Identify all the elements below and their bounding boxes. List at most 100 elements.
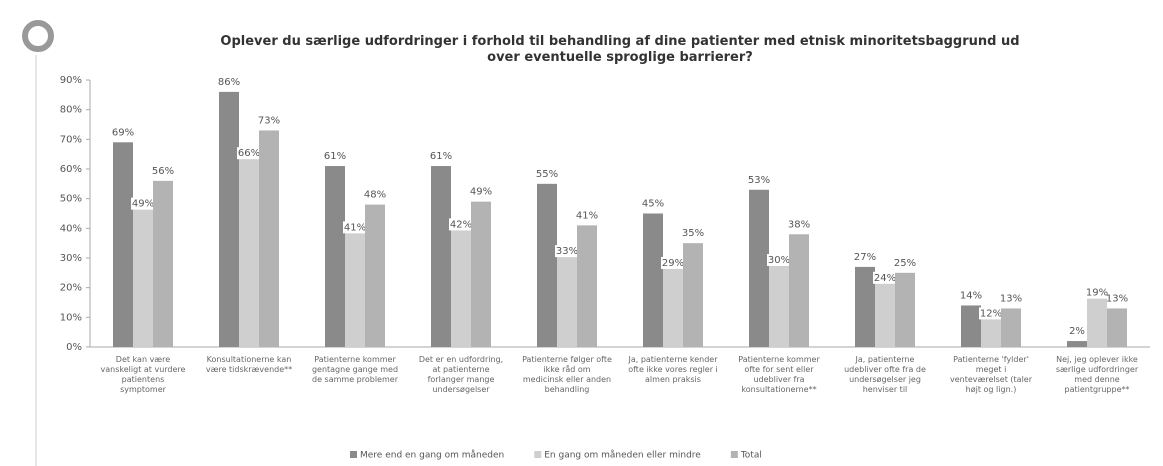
- y-tick-label: 80%: [60, 105, 82, 116]
- legend-label: Total: [740, 451, 762, 461]
- bar: [1067, 341, 1087, 347]
- value-label: 27%: [854, 252, 876, 263]
- bar: [961, 305, 981, 347]
- x-tick-label: Det kan være vanskeligt at vurdere patie…: [100, 355, 186, 394]
- label-bg: [449, 218, 473, 231]
- bar: [875, 275, 895, 347]
- bar: [259, 130, 279, 347]
- value-label: 33%: [556, 246, 578, 257]
- y-tick-label: 60%: [60, 164, 82, 175]
- label-bg: [873, 271, 897, 284]
- y-tick-label: 40%: [60, 223, 82, 234]
- value-label: 13%: [1106, 293, 1128, 304]
- value-label: 29%: [662, 258, 684, 269]
- value-label: 13%: [1000, 293, 1022, 304]
- value-label: 55%: [536, 169, 558, 180]
- x-tick-label: Konsultationerne kan være tidskrævende**: [205, 355, 293, 374]
- bar: [683, 243, 703, 347]
- legend-label: En gang om måneden eller mindre: [544, 450, 701, 461]
- legend-swatch: [534, 451, 542, 458]
- value-label: 25%: [894, 258, 916, 269]
- x-tick-label: Ja, patienterne kender ofte ikke vores r…: [628, 355, 718, 384]
- bar: [1087, 290, 1107, 347]
- logo: [22, 20, 54, 52]
- value-label: 53%: [748, 175, 770, 186]
- y-tick-label: 0%: [66, 342, 82, 353]
- value-label: 41%: [344, 222, 366, 233]
- value-label: 49%: [132, 199, 154, 210]
- chart-title: Oplever du særlige udfordringer i forhol…: [220, 34, 1020, 65]
- value-label: 30%: [768, 255, 790, 266]
- value-label: 49%: [470, 187, 492, 198]
- legend-swatch: [730, 451, 738, 458]
- value-label: 66%: [238, 148, 260, 159]
- bar: [451, 222, 471, 347]
- label-bg: [661, 256, 685, 269]
- bar: [981, 311, 1001, 347]
- value-label: 14%: [960, 290, 982, 301]
- value-label: 35%: [682, 228, 704, 239]
- bar: [1001, 308, 1021, 347]
- y-tick-label: 20%: [60, 283, 82, 294]
- value-label: 73%: [258, 115, 280, 126]
- label-bg: [131, 197, 155, 210]
- bar: [239, 151, 259, 347]
- bar: [153, 180, 173, 347]
- bar: [537, 183, 557, 347]
- label-bg: [767, 254, 791, 266]
- label-bg: [343, 221, 367, 234]
- bar: [643, 213, 663, 347]
- value-label: 48%: [364, 190, 386, 201]
- bar: [1107, 308, 1127, 347]
- bar: [895, 272, 915, 347]
- x-tick-label: Ja, patienterne udebliver ofte fra de un…: [844, 355, 926, 394]
- x-tick-label: Patienterne 'fylder' meget i venteværels…: [950, 355, 1032, 394]
- bar: [577, 225, 597, 347]
- value-label: 69%: [112, 127, 134, 138]
- bar: [345, 225, 365, 347]
- value-label: 2%: [1069, 326, 1085, 337]
- x-tick-label: Nej, jeg oplever ikke særlige udfordring…: [1055, 355, 1139, 394]
- value-label: 45%: [642, 199, 664, 210]
- bar: [789, 234, 809, 347]
- label-bg: [237, 147, 261, 160]
- bar: [855, 266, 875, 347]
- value-label: 19%: [1086, 288, 1108, 299]
- y-tick-label: 50%: [60, 194, 82, 205]
- y-tick-label: 70%: [60, 134, 82, 145]
- x-tick-label: Det er en udfordring, at patienterne for…: [418, 355, 504, 394]
- bar: [663, 260, 683, 347]
- bar: [471, 201, 491, 347]
- y-tick-label: 30%: [60, 253, 82, 264]
- value-label: 61%: [430, 151, 452, 162]
- bar: [365, 204, 385, 347]
- bar: [325, 166, 345, 347]
- bar: [219, 91, 239, 347]
- legend-swatch: [350, 451, 357, 458]
- bar: [769, 258, 789, 347]
- bar: [431, 166, 451, 347]
- value-label: 24%: [874, 273, 896, 284]
- value-label: 61%: [324, 151, 346, 162]
- x-tick-label: Patienterne kommer gentagne gange med de…: [311, 355, 399, 384]
- value-label: 41%: [576, 210, 598, 221]
- bar: [113, 142, 133, 347]
- y-tick-label: 90%: [60, 75, 82, 86]
- bar: [557, 249, 577, 347]
- bar: [749, 189, 769, 347]
- label-bg: [1085, 286, 1109, 299]
- value-label: 56%: [152, 166, 174, 177]
- value-label: 38%: [788, 219, 810, 230]
- value-label: 86%: [218, 77, 240, 88]
- label-bg: [979, 307, 1003, 320]
- label-bg: [555, 245, 579, 258]
- legend-label: Mere end en gang om måneden: [360, 450, 504, 461]
- value-label: 42%: [450, 219, 472, 230]
- bar: [133, 201, 153, 347]
- y-tick-label: 10%: [60, 312, 82, 323]
- value-label: 12%: [980, 308, 1002, 319]
- x-tick-label: Patienterne kommer ofte for sent eller u…: [738, 355, 820, 394]
- x-tick-label: Patienterne følger ofte ikke råd om medi…: [522, 355, 612, 394]
